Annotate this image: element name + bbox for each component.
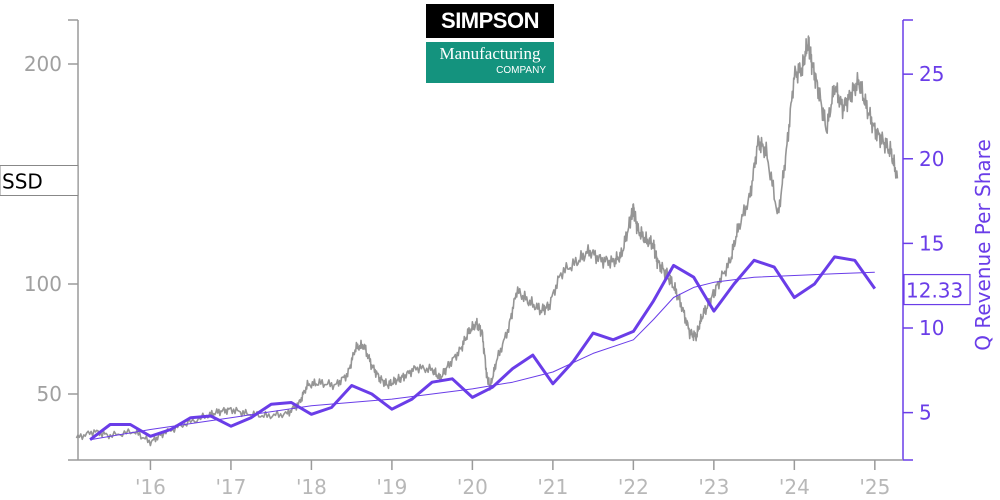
left-tick-label: 200 (24, 52, 62, 76)
right-tick-label: 5 (919, 401, 932, 425)
logo-company-text: COMPANY (496, 65, 546, 76)
ticker-box (0, 165, 79, 196)
right-tick-label: 20 (919, 147, 944, 171)
x-tick-label: '20 (457, 475, 488, 499)
revenue-trend-line (90, 271, 875, 441)
left-tick-label: 100 (24, 272, 62, 296)
last-value-label: 12.33 (906, 279, 963, 303)
ticker-label: SSD (2, 170, 43, 194)
last-value-box (903, 273, 971, 306)
labels: 50100150200510152025'16'17'18'19'20'21'2… (0, 52, 995, 499)
x-tick-label: '24 (779, 475, 810, 499)
logo-manufacturing: Manufacturing COMPANY (426, 42, 554, 83)
left-tick-label: 50 (37, 382, 62, 406)
axes (68, 19, 913, 470)
x-tick-label: '25 (859, 475, 890, 499)
logo-simpson: SIMPSON (426, 4, 554, 38)
right-tick-label: 25 (919, 62, 944, 86)
x-tick-label: '17 (215, 475, 246, 499)
right-axis-title: Q Revenue Per Share (971, 139, 995, 351)
right-tick-label: 10 (919, 316, 944, 340)
x-tick-label: '21 (537, 475, 568, 499)
x-tick-label: '19 (376, 475, 407, 499)
x-tick-label: '16 (135, 475, 166, 499)
revenue-series-line (89, 255, 877, 441)
x-tick-label: '18 (296, 475, 327, 499)
series-group (75, 35, 899, 447)
price-series-line (75, 35, 899, 447)
x-tick-label: '22 (618, 475, 649, 499)
right-tick-label: 15 (919, 231, 944, 255)
x-tick-label: '23 (698, 475, 729, 499)
logo-manufacturing-text: Manufacturing (439, 44, 541, 63)
